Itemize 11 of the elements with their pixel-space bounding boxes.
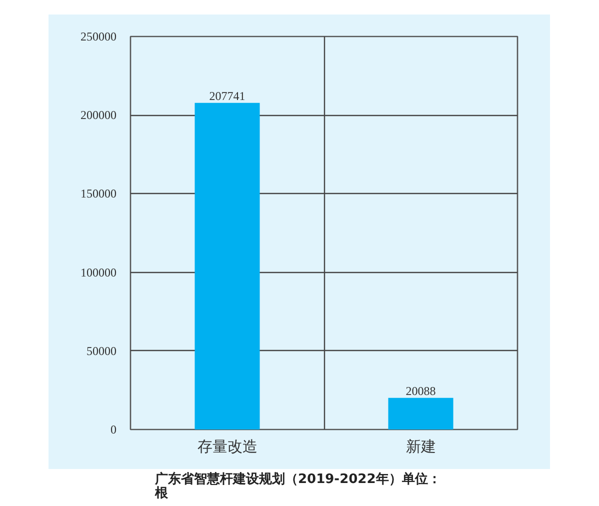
y-tick-label: 250000 xyxy=(80,30,116,44)
text: 广东省智慧杆建设规划（2019-2022年）单位：根 xyxy=(155,472,442,501)
x-tick-label: 存量改造 xyxy=(197,438,258,456)
x-tick-label: 新建 xyxy=(406,438,436,456)
y-tick-label: 100000 xyxy=(80,265,116,280)
data-label: 207741 xyxy=(209,88,246,103)
data-label: 20088 xyxy=(406,384,436,398)
y-tick-label: 50000 xyxy=(86,344,116,358)
y-tick-label: 200000 xyxy=(80,108,116,122)
y-tick-label: 0 xyxy=(110,422,116,436)
y-tick-label: 150000 xyxy=(80,186,116,201)
